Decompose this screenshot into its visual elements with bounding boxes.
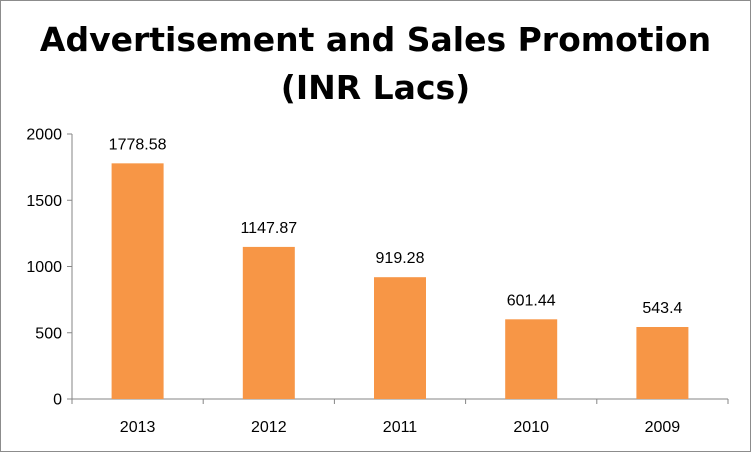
x-tick-label: 2010 [513, 419, 549, 436]
y-tick-label: 0 [53, 392, 62, 409]
x-tick-label: 2011 [383, 419, 418, 436]
bar [505, 319, 558, 399]
y-tick-label: 1000 [26, 259, 62, 276]
x-tick-label: 2012 [251, 419, 287, 436]
bar [636, 326, 689, 399]
y-axis-ticks: 0 500 1000 1500 2000 [26, 127, 72, 409]
y-tick-label: 2000 [26, 127, 62, 144]
x-tick-label: 2013 [120, 419, 156, 436]
data-label: 1778.58 [109, 136, 167, 153]
bars [111, 163, 689, 399]
data-label: 919.28 [376, 250, 425, 267]
chart-title: Advertisement and Sales Promotion (INR L… [0, 16, 751, 112]
data-label: 1147.87 [240, 220, 297, 237]
data-label: 543.4 [642, 300, 682, 317]
chart-title-line-2: (INR Lacs) [280, 68, 471, 107]
x-tick-label: 2009 [645, 419, 681, 436]
bar [111, 163, 164, 399]
chart-title-line-1: Advertisement and Sales Promotion [39, 20, 712, 59]
y-tick-label: 1500 [26, 193, 62, 210]
bar [374, 277, 426, 399]
x-axis-ticks: 2013 2012 2011 2010 2009 [71, 399, 729, 436]
y-tick-label: 500 [35, 325, 62, 342]
data-label: 601.44 [507, 292, 556, 309]
bar [242, 246, 295, 399]
data-labels: 1778.58 1147.87 919.28 601.44 543.4 [109, 136, 683, 317]
